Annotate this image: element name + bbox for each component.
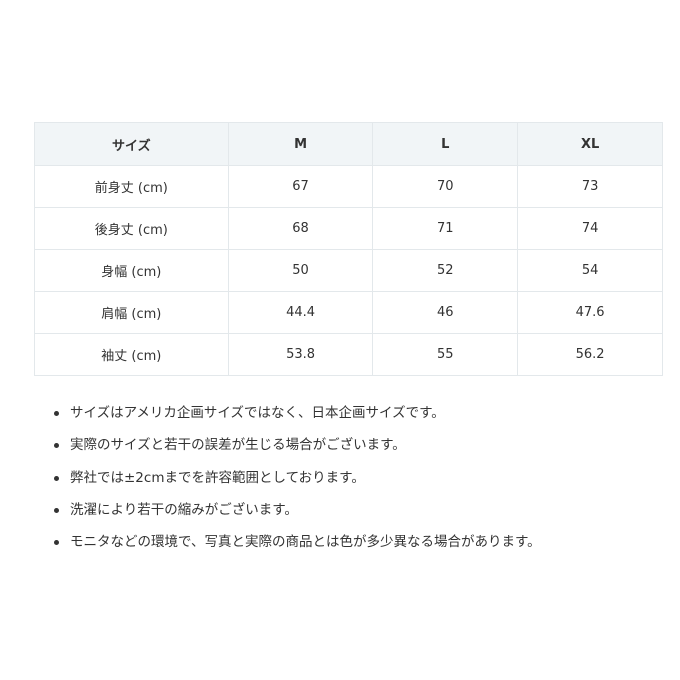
note-item: モニタなどの環境で、写真と実際の商品とは色が多少異なる場合があります。 <box>52 529 541 561</box>
value-cell: 70 <box>372 165 519 208</box>
value-cell: 67 <box>227 165 374 208</box>
value-cell: 52 <box>372 249 519 292</box>
row-label-cell: 後身丈 (cm) <box>34 207 229 250</box>
value-cell: 71 <box>372 207 519 250</box>
value-cell: 55 <box>372 333 519 376</box>
table-row: 前身丈 (cm) 67 70 73 <box>34 165 663 208</box>
value-cell: 54 <box>517 249 663 292</box>
value-cell: 68 <box>227 207 374 250</box>
value-cell: 50 <box>227 249 374 292</box>
header-cell: サイズ <box>34 122 229 166</box>
table-row: 袖丈 (cm) 53.8 55 56.2 <box>34 333 663 376</box>
bullet-icon <box>54 411 59 416</box>
note-text: 実際のサイズと若干の誤差が生じる場合がございます。 <box>70 437 406 454</box>
header-cell: M <box>227 122 374 166</box>
row-label-cell: 袖丈 (cm) <box>34 333 229 376</box>
row-label-cell: 前身丈 (cm) <box>34 165 229 208</box>
table-row: 身幅 (cm) 50 52 54 <box>34 249 663 292</box>
row-label-cell: 身幅 (cm) <box>34 249 229 292</box>
note-text: 洗濯により若干の縮みがございます。 <box>70 501 298 518</box>
notes-list: サイズはアメリカ企画サイズではなく、日本企画サイズです。 実際のサイズと若干の誤… <box>52 400 541 561</box>
note-item: 弊社では±2cmまでを許容範囲としております。 <box>52 465 541 497</box>
row-label-cell: 肩幅 (cm) <box>34 291 229 334</box>
value-cell: 46 <box>372 291 519 334</box>
note-item: 洗濯により若干の縮みがございます。 <box>52 497 541 529</box>
note-item: 実際のサイズと若干の誤差が生じる場合がございます。 <box>52 432 541 464</box>
note-text: サイズはアメリカ企画サイズではなく、日本企画サイズです。 <box>70 405 445 421</box>
table-row: 肩幅 (cm) 44.4 46 47.6 <box>34 291 663 334</box>
value-cell: 47.6 <box>517 291 663 334</box>
note-item: サイズはアメリカ企画サイズではなく、日本企画サイズです。 <box>52 400 541 432</box>
value-cell: 44.4 <box>227 291 374 334</box>
bullet-icon <box>54 443 59 449</box>
note-text: モニタなどの環境で、写真と実際の商品とは色が多少異なる場合があります。 <box>70 534 541 551</box>
value-cell: 73 <box>517 165 663 208</box>
value-cell: 56.2 <box>517 333 663 376</box>
header-row: サイズ M L XL <box>34 122 663 166</box>
note-text: 弊社では±2cmまでを許容範囲としております。 <box>70 469 365 486</box>
header-cell: L <box>372 122 519 166</box>
size-chart-table: サイズ M L XL 前身丈 (cm) 67 70 73 後身丈 (cm) 68 71 74 身… <box>34 122 663 376</box>
bullet-icon <box>54 475 59 481</box>
table-row: 後身丈 (cm) 68 71 74 <box>34 207 663 250</box>
bullet-icon <box>54 540 59 546</box>
bullet-icon <box>54 507 59 513</box>
header-cell: XL <box>517 122 663 166</box>
value-cell: 74 <box>517 207 663 250</box>
value-cell: 53.8 <box>227 333 374 376</box>
